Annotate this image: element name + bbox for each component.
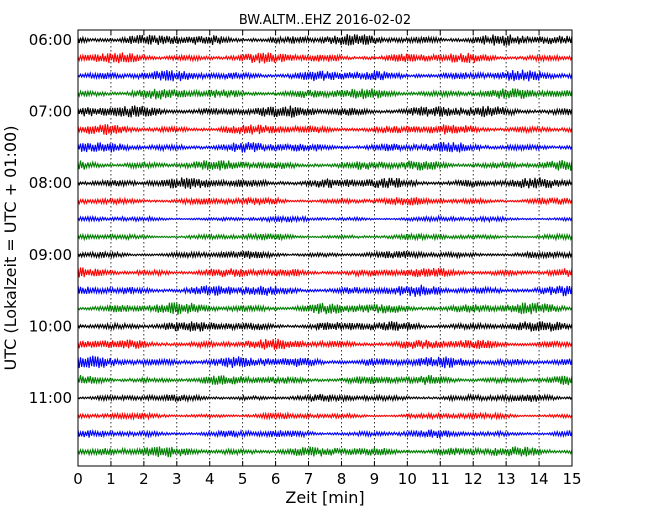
trace-0745 bbox=[77, 160, 573, 171]
x-tick-label-11: 11 bbox=[431, 470, 450, 488]
x-tick-label-2: 2 bbox=[139, 470, 149, 488]
x-tick-label-3: 3 bbox=[172, 470, 182, 488]
x-tick-label-13: 13 bbox=[497, 470, 516, 488]
y-tick-label-09:00: 09:00 bbox=[29, 246, 72, 264]
trace-1015 bbox=[77, 338, 573, 350]
trace-1000 bbox=[77, 321, 573, 332]
grid-lines bbox=[110, 30, 540, 466]
trace-0700 bbox=[77, 105, 573, 118]
x-tick-label-0: 0 bbox=[73, 470, 83, 488]
trace-1115 bbox=[77, 411, 573, 421]
x-tick-label-5: 5 bbox=[238, 470, 248, 488]
trace-0915 bbox=[77, 267, 573, 278]
trace-0900 bbox=[77, 249, 573, 260]
trace-1130 bbox=[77, 428, 573, 439]
y-tick-label-10:00: 10:00 bbox=[29, 317, 72, 335]
x-tick-label-1: 1 bbox=[106, 470, 116, 488]
trace-0600 bbox=[77, 33, 573, 46]
trace-0715 bbox=[77, 124, 573, 136]
trace-0815 bbox=[77, 196, 573, 207]
trace-group bbox=[77, 33, 573, 458]
trace-0800 bbox=[77, 177, 573, 189]
trace-0845 bbox=[77, 232, 573, 242]
trace-1045 bbox=[77, 375, 573, 386]
y-tick-label-11:00: 11:00 bbox=[29, 389, 72, 407]
trace-0645 bbox=[77, 88, 573, 100]
axis-ticks: 0 1 2 3 4 5 6 7 8 9 10 11 12 13 14 1506:0007:0008:0009:… bbox=[29, 30, 582, 488]
x-axis-label: Zeit [min] bbox=[285, 488, 364, 507]
trace-0730 bbox=[77, 142, 573, 153]
y-tick-label-08:00: 08:00 bbox=[29, 174, 72, 192]
x-tick-label-9: 9 bbox=[370, 470, 380, 488]
trace-1100 bbox=[77, 392, 573, 404]
x-tick-label-15: 15 bbox=[562, 470, 581, 488]
x-tick-label-10: 10 bbox=[398, 470, 417, 488]
trace-0945 bbox=[77, 302, 573, 315]
x-tick-label-6: 6 bbox=[271, 470, 281, 488]
trace-1030 bbox=[77, 355, 573, 369]
plot-frame bbox=[77, 29, 573, 467]
trace-0630 bbox=[77, 69, 573, 82]
chart-title: BW.ALTM..EHZ 2016-02-02 bbox=[239, 13, 411, 28]
x-tick-label-4: 4 bbox=[205, 470, 215, 488]
x-tick-label-8: 8 bbox=[337, 470, 347, 488]
y-axis-label: UTC (Lokalzeit = UTC + 01:00) bbox=[1, 126, 20, 371]
trace-0930 bbox=[77, 284, 573, 297]
y-tick-label-07:00: 07:00 bbox=[29, 103, 72, 121]
x-tick-label-7: 7 bbox=[304, 470, 314, 488]
x-tick-label-14: 14 bbox=[530, 470, 549, 488]
trace-1145 bbox=[77, 446, 573, 458]
trace-0615 bbox=[77, 52, 573, 64]
y-tick-label-06:00: 06:00 bbox=[29, 31, 72, 49]
trace-0830 bbox=[77, 214, 573, 224]
x-tick-label-12: 12 bbox=[464, 470, 483, 488]
